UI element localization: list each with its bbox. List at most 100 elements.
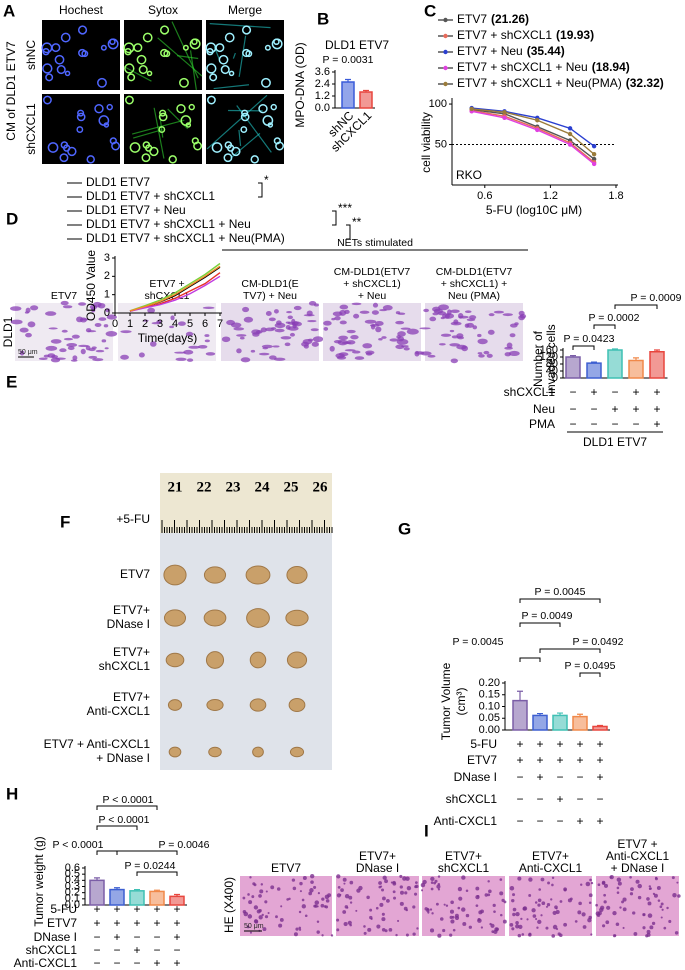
condition-label: DNase I bbox=[34, 930, 77, 944]
cell bbox=[228, 70, 235, 77]
condition-sign: − bbox=[611, 417, 618, 431]
invaded-cell bbox=[509, 333, 516, 338]
column-header: Sytox bbox=[148, 3, 178, 17]
nucleus bbox=[414, 884, 419, 889]
invaded-cell bbox=[401, 345, 409, 348]
nucleus bbox=[461, 907, 466, 912]
nucleus bbox=[622, 907, 627, 912]
significance-bracket bbox=[572, 345, 595, 350]
invaded-cell bbox=[303, 344, 309, 349]
significance: *** bbox=[338, 201, 352, 215]
condition-sign: + bbox=[590, 385, 597, 399]
nucleus bbox=[588, 915, 592, 920]
y-tick-label: 1 bbox=[104, 289, 110, 301]
invaded-cell bbox=[331, 317, 336, 321]
nucleus bbox=[310, 880, 314, 884]
nucleus bbox=[656, 886, 661, 890]
invaded-cell bbox=[302, 338, 313, 345]
row-label: ETV7+ bbox=[113, 690, 150, 704]
nucleus bbox=[603, 900, 607, 904]
nucleus bbox=[316, 930, 320, 934]
legend-ic50: (18.94) bbox=[592, 60, 630, 74]
image-label: TV7) + Neu bbox=[243, 290, 297, 302]
ruler-number: 22 bbox=[197, 479, 212, 495]
nucleus bbox=[298, 928, 302, 931]
cell bbox=[45, 73, 54, 82]
invaded-cell bbox=[447, 309, 452, 316]
condition-sign: + bbox=[173, 956, 180, 970]
nucleus bbox=[477, 918, 481, 921]
nucleus bbox=[557, 932, 561, 936]
nucleus bbox=[276, 887, 281, 891]
invaded-cell bbox=[94, 322, 102, 327]
invaded-cell bbox=[365, 352, 373, 356]
cell bbox=[179, 77, 189, 88]
data-point bbox=[591, 161, 597, 167]
nucleus bbox=[462, 921, 467, 926]
condition-sign: − bbox=[113, 956, 120, 970]
condition-sign: + bbox=[93, 902, 100, 916]
nucleus bbox=[381, 912, 385, 916]
y-tick-label: 0.6 bbox=[65, 862, 80, 874]
cell bbox=[191, 38, 198, 46]
invaded-cell bbox=[105, 331, 118, 337]
nucleus bbox=[595, 911, 600, 916]
nucleus bbox=[654, 876, 658, 880]
nucleus bbox=[660, 902, 664, 906]
y-tick-label: 3.6 bbox=[315, 66, 330, 78]
invaded-cell bbox=[50, 357, 61, 363]
legend-label: ETV7 + shCXCL1 + Neu bbox=[457, 60, 588, 74]
ruler-number: 24 bbox=[255, 479, 271, 495]
nucleus bbox=[366, 895, 370, 900]
condition-label: Anti-CXCL1 bbox=[434, 814, 498, 828]
invaded-cell bbox=[307, 319, 317, 323]
invaded-cell bbox=[400, 327, 411, 330]
nucleus bbox=[454, 913, 459, 918]
nucleus bbox=[415, 881, 418, 885]
condition-sign: + bbox=[611, 402, 618, 416]
invaded-cell bbox=[120, 354, 129, 360]
nucleus bbox=[512, 907, 517, 912]
significance-bracket bbox=[519, 657, 541, 662]
y-axis-label: Number of bbox=[531, 330, 545, 387]
nucleus bbox=[458, 896, 463, 901]
invaded-cell bbox=[351, 302, 362, 306]
nucleus bbox=[582, 925, 587, 929]
condition-label: Anti-CXCL1 bbox=[14, 956, 78, 970]
condition-sign: + bbox=[653, 402, 660, 416]
invaded-cell bbox=[169, 325, 175, 329]
tumor bbox=[206, 699, 224, 711]
x-tick-label: 5 bbox=[187, 318, 193, 330]
nucleus bbox=[646, 897, 650, 901]
invaded-cell bbox=[450, 358, 458, 364]
invaded-cell bbox=[483, 350, 490, 355]
invaded-cell bbox=[186, 358, 194, 362]
micrograph bbox=[124, 20, 202, 90]
nucleus bbox=[363, 925, 366, 928]
tumor bbox=[249, 698, 267, 712]
nucleus bbox=[379, 902, 384, 907]
cell bbox=[242, 48, 251, 58]
nucleus bbox=[520, 917, 523, 921]
nucleus bbox=[642, 926, 646, 930]
data-point bbox=[567, 131, 573, 137]
nucleus bbox=[382, 875, 387, 880]
data-point bbox=[567, 126, 573, 131]
y-tick-label: 0 bbox=[552, 372, 558, 384]
cell bbox=[124, 63, 135, 74]
scale-bar-label: 50 μm bbox=[244, 923, 264, 930]
nucleus bbox=[600, 905, 605, 910]
p-value: P = 0.0009 bbox=[631, 292, 682, 304]
net-fiber bbox=[209, 23, 271, 29]
invaded-cell bbox=[89, 304, 98, 310]
data-point bbox=[567, 142, 573, 147]
nucleus bbox=[404, 891, 408, 895]
y-axis-label: (cm³) bbox=[454, 688, 468, 716]
nucleus bbox=[424, 907, 428, 911]
invaded-cell bbox=[371, 310, 379, 315]
cell bbox=[185, 122, 192, 128]
p-value: P = 0.0423 bbox=[564, 333, 615, 345]
image-label: CM-DLD1(ETV7 bbox=[334, 266, 411, 278]
cell bbox=[76, 126, 84, 133]
